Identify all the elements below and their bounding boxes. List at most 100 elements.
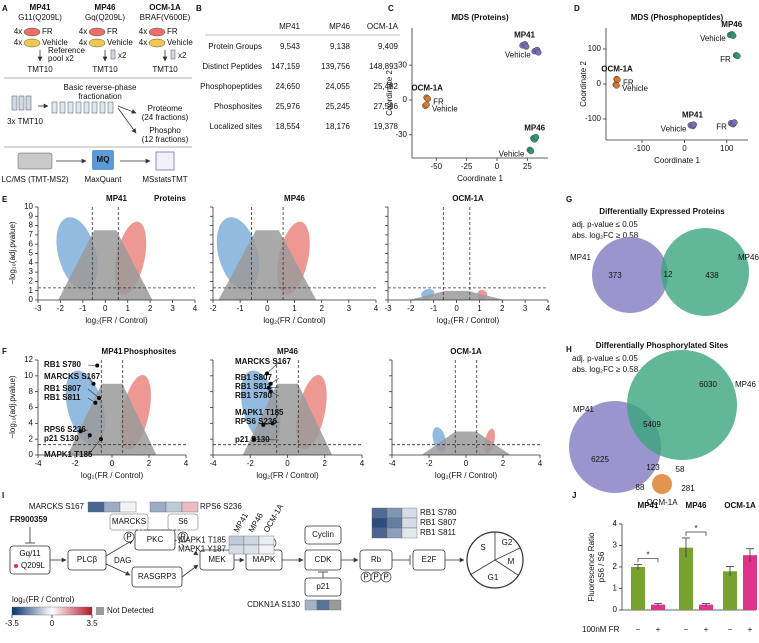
dish — [88, 38, 106, 48]
heatmap-column-label: OCM-1A — [262, 502, 286, 534]
sample-label: Vehicle — [700, 34, 726, 43]
heatmap-cell — [316, 599, 330, 611]
pathway-node — [67, 549, 107, 571]
x-tick-label: 1 — [477, 304, 482, 313]
annotation-label: MARCKS S167 — [44, 372, 101, 381]
treatment: Vehicle — [107, 38, 133, 47]
venn-set — [652, 474, 672, 494]
fractionation-label: fractionation — [78, 92, 122, 101]
software-icon — [155, 151, 175, 171]
y-tick-label: 8 — [29, 387, 34, 396]
x-tick-label: -3 — [384, 304, 392, 313]
phospho-badge — [123, 531, 135, 543]
y-axis-label: Fluorescence Ratio — [587, 532, 596, 601]
heatmap-row-label: RB1 S811 — [420, 528, 456, 537]
replicate-count: 4x — [14, 38, 22, 47]
table-cell: 147,159 — [271, 62, 300, 71]
dish — [88, 27, 106, 37]
replicate-count: 4x — [139, 38, 147, 47]
venn-set-label: MP41 — [570, 253, 591, 262]
sample-point — [729, 32, 737, 39]
leader-line — [266, 361, 280, 374]
node-label: S6 — [178, 517, 188, 526]
x-tick-label: -100 — [634, 144, 651, 153]
dish — [23, 27, 41, 37]
panel-label: H — [566, 345, 572, 354]
tmt-label: TMT10 — [27, 65, 53, 74]
y-tick-label: 7 — [29, 230, 34, 239]
sample-point — [535, 49, 542, 56]
sample-point — [690, 121, 697, 128]
heatmap-cell — [165, 501, 183, 513]
tube-icon — [170, 49, 176, 60]
x-tick-label: 4 — [193, 304, 198, 313]
heatmap-cell — [401, 507, 418, 519]
table-cell: 148,893 — [369, 62, 398, 71]
node-label: MAPK — [253, 555, 276, 564]
tool-label: MaxQuant — [85, 175, 123, 184]
group-label: MP41 — [638, 501, 659, 510]
y-axis-label: −log₁₀(adj.pvalue) — [8, 375, 17, 439]
heatmap-cell — [386, 517, 403, 529]
table-row-label: Localized sites — [210, 122, 262, 131]
y-tick-label: 0 — [613, 605, 618, 614]
cell-cycle-phase: S — [480, 543, 485, 552]
heatmap-cell — [87, 501, 105, 513]
plot-title: MP46 — [284, 194, 305, 203]
annotation-label: RB1 S780 — [44, 360, 81, 369]
table-row-label: Phosphopeptides — [200, 82, 262, 91]
table-row-label: Distinct Peptides — [202, 62, 262, 71]
heatmap-cell — [328, 599, 342, 611]
heatmap-cell — [119, 501, 137, 513]
heatmap-cell — [371, 527, 388, 539]
x-tick-label: 3 — [347, 304, 352, 313]
fraction-tube — [99, 101, 106, 114]
node-label: Q209L — [21, 561, 46, 570]
phospho-label: P — [126, 533, 131, 542]
significance-label: * — [694, 524, 697, 533]
x-axis-label: log₂(FR / Control) — [263, 316, 326, 325]
x-tick-label: + — [656, 625, 661, 634]
node-label: RASGRP3 — [138, 572, 177, 581]
sample-label: FR — [433, 97, 444, 106]
x-tick-label: 2 — [500, 304, 505, 313]
plot-title: MDS (Phosphopeptides) — [631, 13, 724, 22]
significance-bracket — [637, 558, 659, 563]
x-tick-label: 0 — [103, 304, 108, 313]
x-tick-label: 4 — [184, 459, 189, 468]
replicate-count: 4x — [79, 38, 87, 47]
y-tick-label: 8 — [29, 221, 34, 230]
annotation-label: p21 S130 — [44, 434, 79, 443]
x-tick-label: 0 — [265, 304, 270, 313]
x-tick-label: -2 — [425, 459, 433, 468]
x-tick-label: 2 — [501, 459, 506, 468]
x-tick-label: − — [684, 625, 689, 634]
cell-line: OCM-1A — [149, 3, 181, 12]
x-axis-label: log₂(FR / Control) — [256, 471, 319, 480]
colorbar-tick-label: 3.5 — [86, 619, 98, 628]
duplicate-label: x2 — [118, 51, 127, 60]
phospho-label: P — [383, 573, 388, 582]
sample-label: Vehicle — [432, 104, 458, 113]
plot-note: Phosphosites — [124, 347, 177, 356]
venn-count: 281 — [681, 484, 695, 493]
phospho-label: P — [363, 573, 368, 582]
venn-criteria: adj. p-value ≤ 0.05 — [572, 220, 638, 229]
fraction-tube — [75, 101, 82, 114]
table-cell: 24,055 — [326, 82, 351, 91]
treatment: Vehicle — [167, 38, 193, 47]
fraction-tube — [91, 101, 98, 114]
sample-point — [424, 95, 431, 103]
group-label: MP41 — [682, 110, 703, 119]
heatmap-cell — [371, 507, 388, 519]
venn-count: 12 — [664, 270, 673, 279]
venn-set-label: MP46 — [735, 380, 756, 389]
significance-bracket — [685, 531, 707, 536]
annotation-label: RB1 S811 — [44, 393, 81, 402]
mutation: BRAF(V600E) — [140, 13, 191, 22]
ns-cloud — [218, 230, 317, 300]
annotation-label: RPS6 S236 — [44, 425, 86, 434]
x-tick-label: -2 — [407, 304, 415, 313]
x-tick-label: -4 — [209, 459, 217, 468]
venn-count: 58 — [676, 465, 685, 474]
